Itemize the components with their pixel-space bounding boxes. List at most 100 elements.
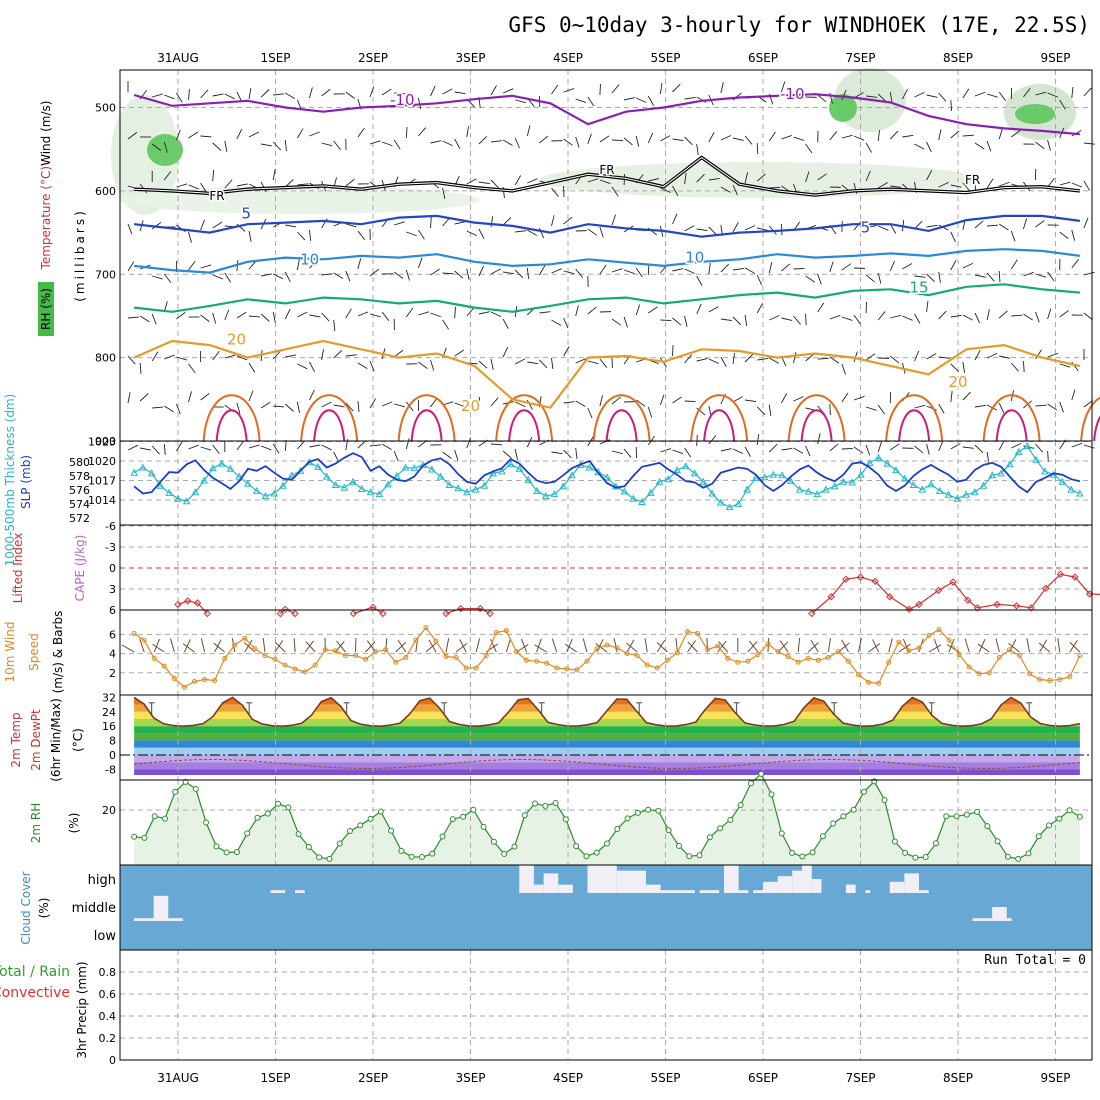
data-point — [336, 840, 343, 847]
y-tick-label-right: 1023 — [88, 436, 116, 449]
data-point — [483, 653, 489, 659]
data-point — [905, 605, 913, 614]
wind-barb — [962, 391, 971, 401]
wind-barb — [648, 178, 660, 182]
wind-barb — [466, 307, 475, 317]
wind-barb — [914, 445, 924, 454]
wind-barb — [853, 351, 858, 363]
wind-barb — [877, 93, 887, 102]
isotherm-line — [133, 339, 1081, 409]
data-point — [705, 647, 711, 653]
wind-barb — [660, 319, 672, 322]
data-point — [644, 662, 650, 668]
wind-barb — [321, 312, 330, 322]
data-point — [388, 827, 395, 834]
cloud-bar-high — [777, 876, 793, 893]
wind-barb — [273, 93, 285, 96]
wind-barb — [490, 85, 497, 96]
wind-barb — [914, 350, 920, 362]
wind-barb — [121, 644, 135, 653]
wind-barb — [127, 444, 139, 451]
wind-barb — [490, 311, 502, 318]
wind-barb — [659, 83, 663, 95]
wind-barb — [877, 272, 882, 284]
cloud-bar-high — [270, 890, 286, 893]
wind-barb — [490, 639, 497, 653]
wind-barb — [224, 309, 230, 321]
wind-barb — [841, 89, 847, 101]
wind-barb — [732, 268, 744, 271]
y-tick-label-right: 1017 — [88, 475, 116, 488]
y-tick-label-right: 1020 — [88, 455, 116, 468]
data-point — [442, 609, 450, 618]
data-point — [988, 471, 997, 479]
data-point — [235, 472, 244, 480]
data-point — [275, 800, 282, 807]
wind-barb — [720, 318, 732, 321]
data-point — [532, 800, 539, 807]
data-point — [970, 488, 979, 496]
wind-barb — [964, 638, 970, 653]
chart-title: GFS 0~10day 3-hourly for WINDHOEK (17E, … — [508, 13, 1090, 37]
wind-barb — [744, 353, 754, 363]
y-tick-label-left: 574 — [69, 498, 90, 511]
data-point — [471, 485, 480, 493]
isotherm-25 — [495, 394, 554, 442]
wind-barb — [974, 274, 986, 278]
wind-barb — [345, 308, 352, 319]
data-point — [232, 642, 238, 648]
data-point — [778, 471, 786, 479]
wind-barb — [962, 446, 974, 449]
y-tick-label: 0 — [109, 749, 116, 762]
wind-barb — [1035, 349, 1042, 360]
cloud-bar-high — [616, 870, 646, 893]
y-axis-label-part: 10m Wind — [3, 622, 17, 683]
wind-barb — [747, 641, 758, 653]
wind-barb — [454, 91, 466, 95]
wind-barb — [224, 93, 235, 100]
data-point — [964, 596, 972, 604]
wind-barb — [454, 138, 461, 149]
data-point — [151, 655, 157, 661]
wind-barb — [1047, 139, 1051, 151]
data-point — [182, 497, 191, 505]
data-point — [252, 486, 261, 494]
data-point — [439, 833, 446, 840]
wind-barb — [478, 228, 485, 239]
data-point — [684, 629, 690, 635]
data-point — [638, 497, 646, 505]
wind-barb — [933, 638, 940, 653]
wind-barb — [865, 444, 871, 456]
wind-barb — [321, 444, 332, 451]
data-point — [830, 820, 837, 827]
y-tick-label: 24 — [102, 706, 116, 719]
wind-barb — [333, 350, 343, 359]
wind-barb — [127, 392, 131, 404]
temperature-band — [134, 747, 1080, 755]
wind-barb — [224, 354, 236, 359]
data-point — [1076, 489, 1084, 497]
wind-barb — [1022, 360, 1025, 373]
cloud-bar-high — [558, 884, 573, 893]
precip-legend-total: Total / Rain — [0, 964, 70, 980]
wind-barb — [1059, 363, 1071, 368]
wind-barb — [563, 346, 570, 357]
data-point — [778, 830, 785, 837]
data-point — [845, 658, 851, 664]
wind-barb — [781, 263, 791, 272]
wind-barb — [454, 270, 464, 279]
wind-barb — [672, 449, 684, 455]
wind-barb — [466, 400, 474, 411]
isotherm-30 — [800, 409, 833, 442]
wind-barb — [986, 352, 998, 359]
data-point — [562, 816, 569, 823]
data-point — [498, 467, 506, 475]
cloud-bar-middle — [168, 918, 183, 921]
date-label-bottom: 1SEP — [260, 1071, 290, 1085]
data-point — [997, 469, 1005, 477]
data-point — [775, 649, 781, 655]
wind-barb — [974, 91, 986, 97]
wind-barb — [986, 178, 994, 189]
data-point — [664, 475, 673, 483]
wind-barb — [563, 216, 573, 225]
